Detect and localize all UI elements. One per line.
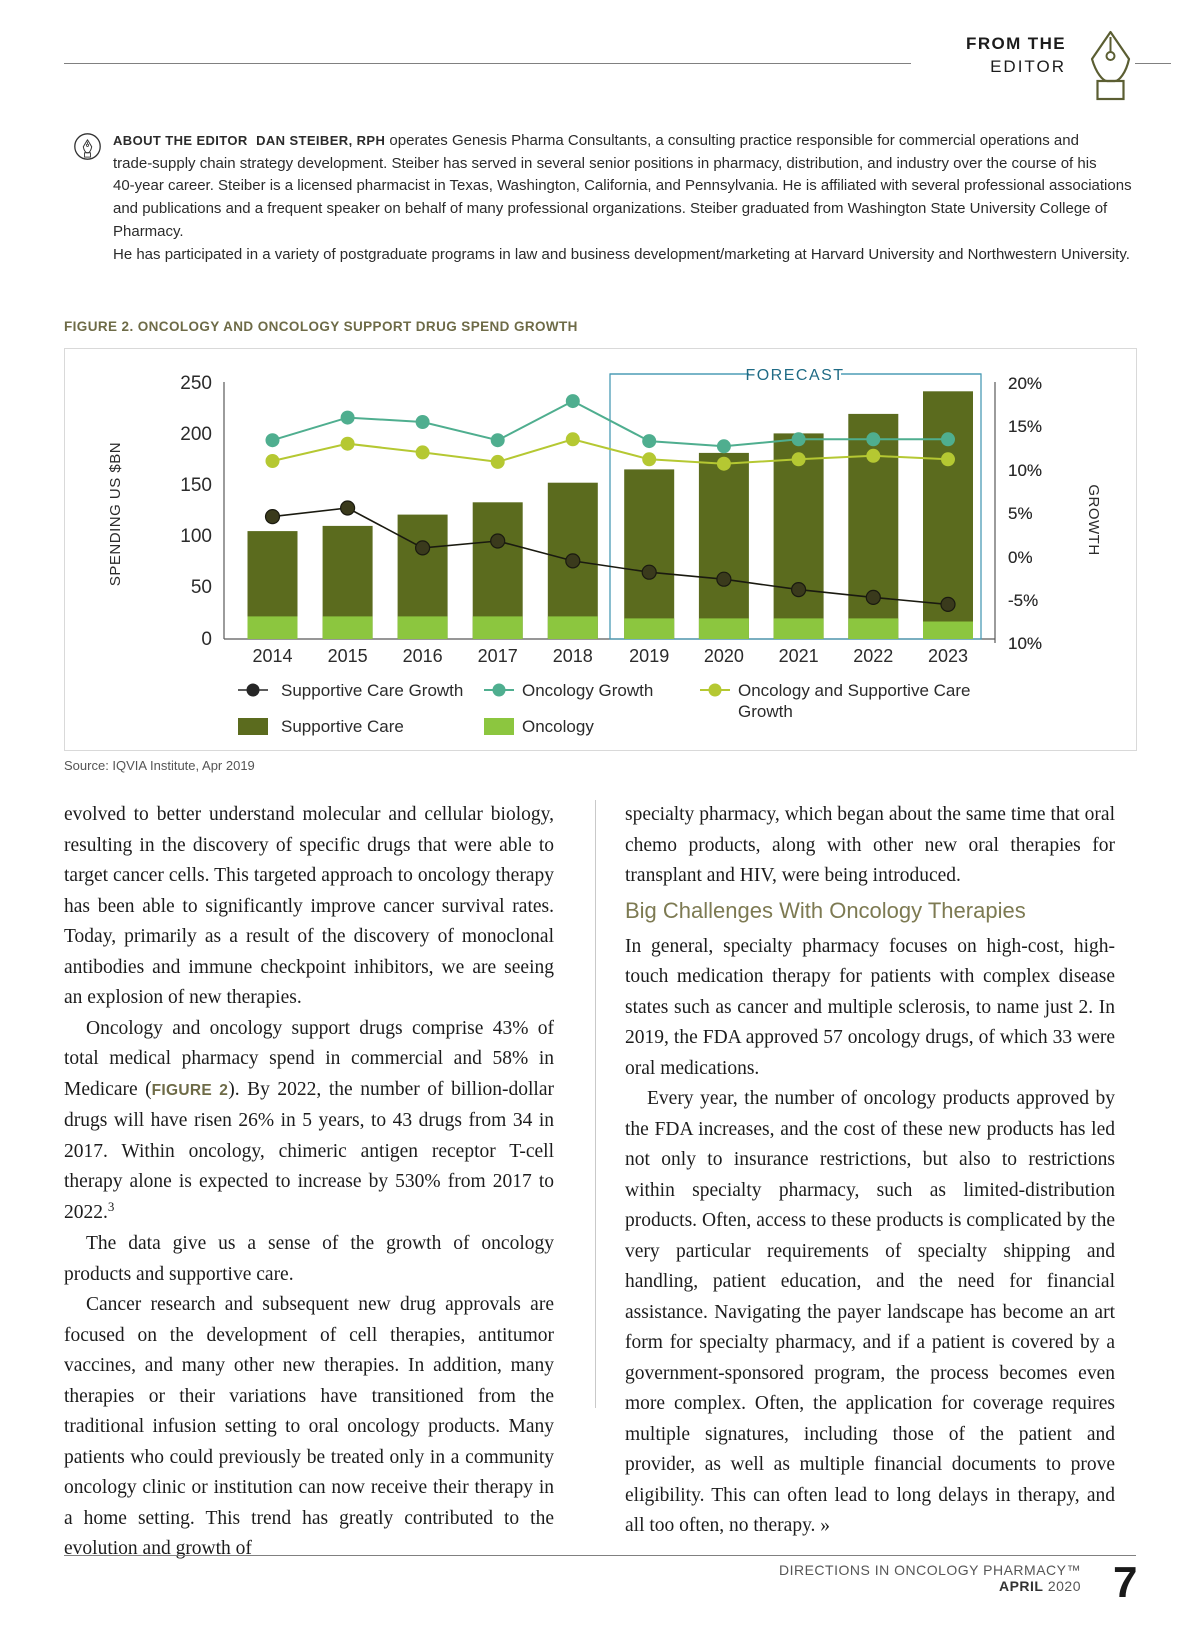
- svg-text:20%: 20%: [1008, 374, 1042, 393]
- svg-text:2021: 2021: [779, 646, 819, 666]
- svg-text:2023: 2023: [928, 646, 968, 666]
- svg-text:10%: 10%: [1008, 461, 1042, 480]
- svg-text:Supportive Care Growth: Supportive Care Growth: [281, 681, 463, 700]
- svg-text:0: 0: [201, 629, 212, 650]
- svg-text:2020: 2020: [704, 646, 744, 666]
- svg-text:-5%: -5%: [1008, 591, 1038, 610]
- svg-text:0%: 0%: [1008, 548, 1033, 567]
- svg-text:Growth: Growth: [738, 702, 793, 721]
- svg-text:10%: 10%: [1008, 634, 1042, 653]
- svg-text:SPENDING US $BN: SPENDING US $BN: [107, 442, 124, 586]
- svg-text:Oncology and Supportive Care: Oncology and Supportive Care: [738, 681, 970, 700]
- svg-text:2015: 2015: [328, 646, 368, 666]
- svg-text:5%: 5%: [1008, 504, 1033, 523]
- svg-text:FORECAST: FORECAST: [745, 367, 844, 384]
- svg-text:2018: 2018: [553, 646, 593, 666]
- svg-text:2017: 2017: [478, 646, 518, 666]
- svg-text:250: 250: [180, 373, 212, 394]
- svg-text:2022: 2022: [853, 646, 893, 666]
- svg-text:100: 100: [180, 526, 212, 547]
- svg-text:150: 150: [180, 475, 212, 496]
- svg-text:2019: 2019: [629, 646, 669, 666]
- svg-text:200: 200: [180, 424, 212, 445]
- svg-text:GROWTH: GROWTH: [1085, 484, 1102, 555]
- svg-text:2014: 2014: [252, 646, 292, 666]
- svg-text:2016: 2016: [403, 646, 443, 666]
- svg-text:50: 50: [191, 577, 212, 598]
- svg-text:Supportive Care: Supportive Care: [281, 717, 404, 736]
- svg-text:15%: 15%: [1008, 417, 1042, 436]
- svg-text:Oncology Growth: Oncology Growth: [522, 681, 653, 700]
- svg-text:Oncology: Oncology: [522, 717, 594, 736]
